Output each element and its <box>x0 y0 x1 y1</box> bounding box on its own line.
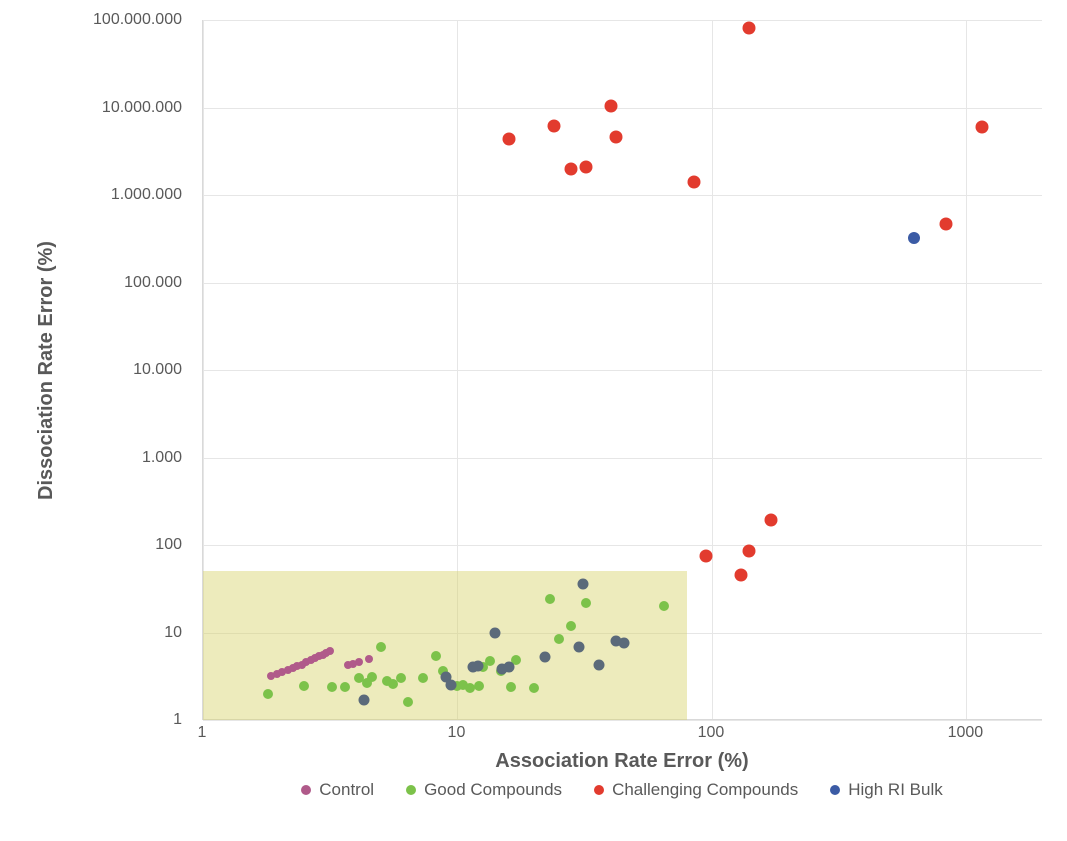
gridline-horizontal <box>203 545 1042 546</box>
data-point <box>610 131 623 144</box>
x-tick-label: 10 <box>448 724 466 742</box>
y-tick-label: 100 <box>155 536 182 554</box>
data-point <box>529 683 539 693</box>
legend-marker <box>301 785 311 795</box>
data-point <box>659 601 669 611</box>
data-point <box>604 99 617 112</box>
y-axis-ticks: 1 10 100 1.000 10.000 100.000 1.000.000 10.000.… <box>60 10 190 730</box>
gridline-horizontal <box>203 283 1042 284</box>
legend: Control Good Compounds Challenging Compoun… <box>202 780 1042 800</box>
legend-marker <box>594 785 604 795</box>
data-point <box>263 689 273 699</box>
plot-area <box>202 20 1042 720</box>
gridline-horizontal <box>203 370 1042 371</box>
data-point <box>594 659 605 670</box>
legend-marker <box>830 785 840 795</box>
data-point <box>403 697 413 707</box>
legend-marker <box>406 785 416 795</box>
data-point <box>472 661 483 672</box>
x-tick-label: 1000 <box>948 724 984 742</box>
data-point <box>367 672 377 682</box>
data-point <box>734 569 747 582</box>
data-point <box>376 642 386 652</box>
data-point <box>355 658 363 666</box>
data-point <box>743 21 756 34</box>
data-point <box>485 656 495 666</box>
data-point <box>611 635 622 646</box>
data-point <box>565 162 578 175</box>
legend-label: Challenging Compounds <box>612 780 798 800</box>
data-point <box>554 634 564 644</box>
legend-item: Control <box>301 780 374 800</box>
y-tick-label: 10 <box>164 624 182 642</box>
x-tick-label: 100 <box>698 724 725 742</box>
y-axis-title-text: Dissociation Rate Error (%) <box>35 241 58 500</box>
data-point <box>327 682 337 692</box>
x-tick-label: 1 <box>198 724 207 742</box>
y-tick-label: 10.000.000 <box>102 99 182 117</box>
data-point <box>506 682 516 692</box>
data-point <box>445 680 456 691</box>
gridline-horizontal <box>203 195 1042 196</box>
data-point <box>939 217 952 230</box>
data-point <box>299 681 309 691</box>
data-point <box>581 598 591 608</box>
y-tick-label: 1 <box>173 711 182 729</box>
x-axis-title: Association Rate Error (%) <box>202 750 1042 773</box>
data-point <box>545 594 555 604</box>
x-axis-title-text: Association Rate Error (%) <box>495 750 748 772</box>
y-tick-label: 1.000 <box>142 449 182 467</box>
y-tick-label: 1.000.000 <box>111 186 182 204</box>
data-point <box>743 545 756 558</box>
data-point <box>474 681 484 691</box>
data-point <box>489 627 500 638</box>
data-point <box>539 651 550 662</box>
data-point <box>431 651 441 661</box>
data-point <box>503 132 516 145</box>
data-point <box>326 647 334 655</box>
scatter-chart: Dissociation Rate Error (%) 1101001.0001… <box>32 10 1052 800</box>
data-point <box>359 694 370 705</box>
gridline-horizontal <box>203 458 1042 459</box>
data-point <box>396 673 406 683</box>
legend-label: Control <box>319 780 374 800</box>
legend-item: High RI Bulk <box>830 780 942 800</box>
gridline-horizontal <box>203 720 1042 721</box>
data-point <box>504 662 515 673</box>
data-point <box>365 655 373 663</box>
data-point <box>418 673 428 683</box>
data-point <box>687 176 700 189</box>
data-point <box>573 642 584 653</box>
legend-item: Challenging Compounds <box>594 780 798 800</box>
data-point <box>340 682 350 692</box>
gridline-horizontal <box>203 20 1042 21</box>
data-point <box>908 232 920 244</box>
gridline-horizontal <box>203 108 1042 109</box>
legend-item: Good Compounds <box>406 780 562 800</box>
y-tick-label: 100.000.000 <box>93 11 182 29</box>
data-point <box>566 621 576 631</box>
legend-label: Good Compounds <box>424 780 562 800</box>
data-point <box>764 513 777 526</box>
y-tick-label: 10.000 <box>133 361 182 379</box>
y-axis-title: Dissociation Rate Error (%) <box>32 10 60 730</box>
data-point <box>580 160 593 173</box>
data-point <box>975 120 988 133</box>
y-tick-label: 100.000 <box>124 274 182 292</box>
data-point <box>700 549 713 562</box>
legend-label: High RI Bulk <box>848 780 942 800</box>
x-axis-ticks: 1101001000 <box>202 724 1042 746</box>
data-point <box>577 578 588 589</box>
data-point <box>548 119 561 132</box>
